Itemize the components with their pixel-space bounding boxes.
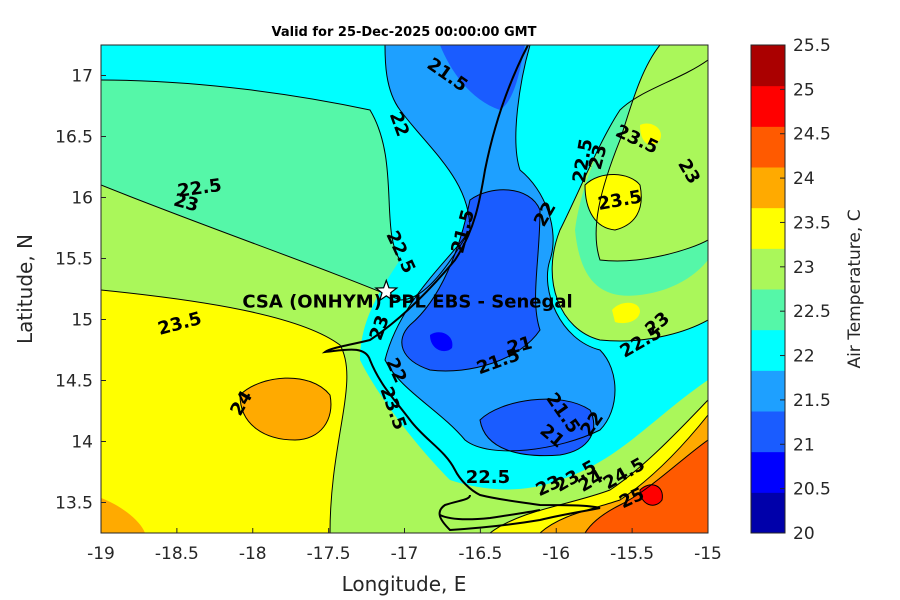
contour-lines [101, 45, 708, 533]
contour-21-central [401, 189, 541, 372]
star-icon [374, 278, 399, 302]
band-23-5-east-small [612, 302, 640, 324]
colorbar-swatch [751, 492, 785, 534]
x-tick-label: -17.5 [307, 544, 351, 564]
colorbar-swatch [751, 126, 785, 168]
map-title: Valid for 25-Dec-2025 00:00:00 GMT [272, 25, 537, 40]
y-tick-label: 14 [71, 433, 93, 453]
band-21-north [440, 45, 525, 110]
colorbar-tick-label: 23 [793, 258, 815, 278]
contour-23-5-east [584, 174, 642, 231]
colorbar-swatch [751, 85, 785, 127]
colorbar-swatch [751, 167, 785, 209]
x-tick-label: -15 [694, 544, 722, 564]
band-24-blob [240, 378, 331, 440]
colorbar-label: Air Temperature, C [845, 209, 865, 368]
colorbar-swatch [751, 248, 785, 290]
site-marker-group: CSA (ONHYM) PPL EBS - Senegal [242, 278, 573, 312]
colorbar-tick-label: 20 [793, 524, 815, 544]
colorbar-tick-label: 23.5 [793, 213, 831, 233]
band-23-5-west [101, 290, 347, 533]
y-axis-ticks: 13.5 14 14.5 15 15.5 16 16.5 17 [55, 67, 106, 514]
y-tick-label: 16 [71, 189, 93, 209]
colorbar-tick-label: 25 [793, 80, 815, 100]
band-25-blob [640, 484, 663, 506]
contour-23-5-south [489, 399, 708, 533]
band-21-central [401, 189, 540, 371]
band-23-5-ne [640, 123, 661, 145]
x-tick-label: -18.5 [155, 544, 199, 564]
band-21-south [480, 399, 594, 456]
y-tick-label: 13.5 [55, 494, 93, 514]
x-tick-label: -19 [87, 544, 115, 564]
colorbar-swatch [751, 289, 785, 331]
x-tick-label: -18 [239, 544, 267, 564]
colorbar-tick-label: 24.5 [793, 125, 831, 145]
colorbar-swatch [751, 45, 785, 87]
x-axis-ticks: -19 -18.5 -18 -17.5 -17 -16.5 -16 -15.5 -15 [87, 528, 722, 564]
contour-22-5-west [101, 184, 471, 301]
band-24-5-south [585, 440, 708, 533]
x-axis-label: Longitude, E [342, 572, 467, 596]
colorbar-swatch [751, 329, 785, 371]
x-tick-label: -17 [391, 544, 419, 564]
contour-22 [101, 79, 401, 261]
colorbar-tick-label: 24 [793, 169, 815, 189]
gambia-river [439, 509, 541, 521]
band-23-5-east-blob [585, 174, 642, 230]
contour-21-south [479, 398, 595, 457]
x-tick-label: -16.5 [458, 544, 502, 564]
coastline-path [321, 45, 601, 532]
colorbar-tick-label: 20.5 [793, 480, 831, 500]
site-label: CSA (ONHYM) PPL EBS - Senegal [242, 291, 572, 312]
contour-24-5-south [584, 439, 708, 533]
band-20-5-core [430, 332, 453, 352]
y-tick-label: 15.5 [55, 250, 93, 270]
colorbar-tick-label: 22.5 [793, 302, 831, 322]
contour-23-east [595, 45, 708, 262]
coastline [321, 45, 601, 532]
colorbar-swatch [751, 370, 785, 412]
temperature-field [101, 45, 708, 533]
y-tick-label: 16.5 [55, 128, 93, 148]
colorbar-tick-label: 21.5 [793, 391, 831, 411]
colorbar-frame [750, 44, 786, 534]
band-24-corner [101, 498, 145, 533]
y-axis-label: Latitude, N [13, 234, 37, 344]
colorbar-tick-label: 25.5 [793, 36, 831, 56]
contour-23-5-west [101, 289, 348, 533]
colorbar-swatch [751, 207, 785, 249]
colorbar-swatch [751, 411, 785, 453]
y-tick-label: 15 [71, 311, 93, 331]
colorbar-tick-label: 22 [793, 347, 815, 367]
contour-24-south [539, 414, 708, 533]
contour-24-west [239, 377, 332, 441]
contour-22-east [551, 59, 708, 342]
y-tick-label: 17 [71, 67, 93, 87]
colorbar [750, 44, 786, 534]
y-tick-label: 14.5 [55, 372, 93, 392]
contour-21-5 [384, 45, 616, 452]
colorbar-ticks: 20 20.5 21 21.5 22 22.5 23 23.5 24 24.5 25 25.5 [780, 36, 831, 544]
contour-label: 22.5 [466, 467, 510, 488]
x-tick-label: -16 [542, 544, 570, 564]
contour-25 [639, 484, 663, 506]
x-tick-label: -15.5 [610, 544, 654, 564]
colorbar-tick-label: 21 [793, 435, 815, 455]
colorbar-swatch [751, 451, 785, 493]
